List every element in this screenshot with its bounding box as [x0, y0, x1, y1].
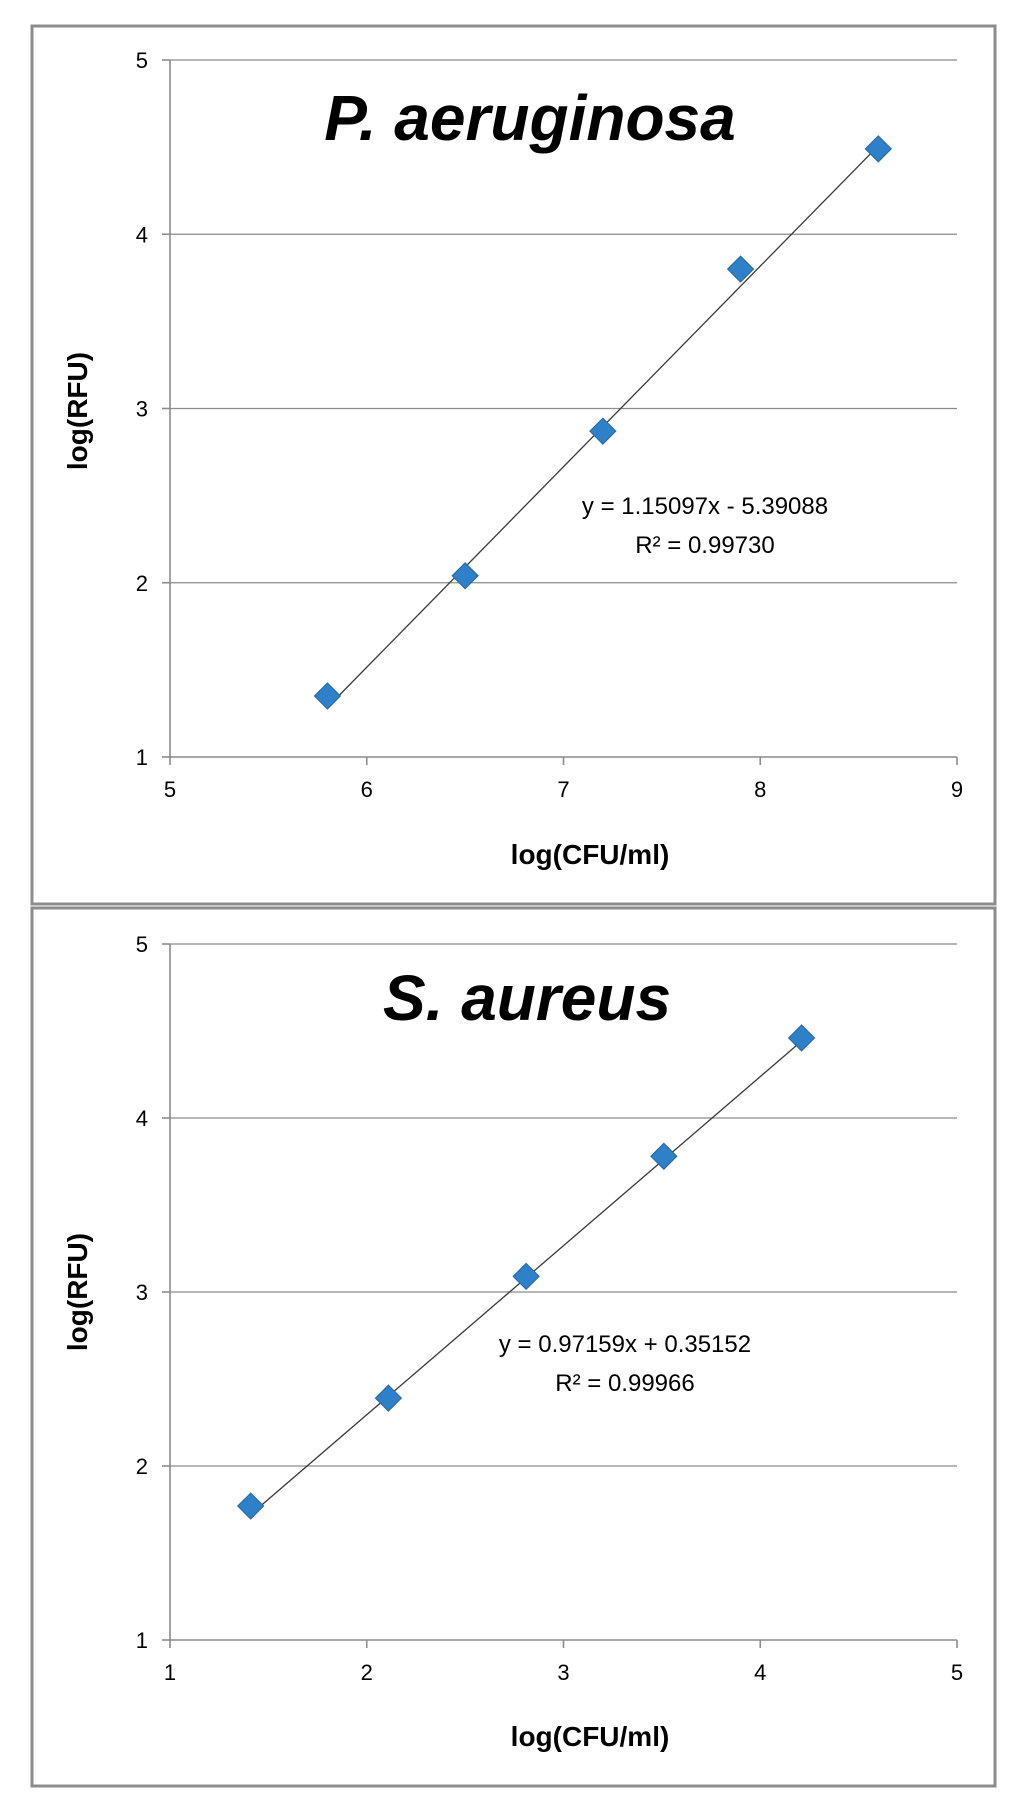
chart-panel-p-aeruginosa: P. aeruginosa log(CFU/ml) log(RFU) 1 2 3 4 5…: [30, 24, 997, 906]
axes: [162, 59, 958, 765]
x-tick-label: 9: [951, 777, 963, 802]
x-tick-label: 8: [754, 777, 766, 802]
r-squared-label: R² = 0.99966: [555, 1370, 694, 1397]
y-tick-label: 1: [136, 1628, 148, 1653]
gridlines: [170, 943, 957, 1467]
data-point: [512, 1262, 540, 1291]
x-tick-label: 3: [557, 1660, 569, 1685]
y-axis-title: log(RFU): [62, 1233, 93, 1351]
y-tick-label: 1: [136, 745, 148, 770]
chart-title: P. aeruginosa: [324, 82, 735, 154]
y-tick-label: 3: [136, 1280, 148, 1305]
y-tick-label: 2: [136, 1454, 148, 1479]
data-point: [589, 417, 617, 445]
regression-equation: y = 0.97159x + 0.35152: [499, 1331, 751, 1358]
data-points: [236, 1024, 816, 1520]
chart-frame: [30, 24, 997, 906]
x-axis-title: log(CFU/ml): [511, 839, 670, 870]
data-points: [313, 135, 893, 710]
chart-panel-s-aureus: S. aureus log(CFU/ml) log(RFU) 1 2 3 4 5 1 2 3 4…: [30, 906, 997, 1788]
data-point: [864, 135, 893, 163]
tick-labels: 1 2 3 4 5 1 2 3 4 5: [136, 932, 963, 1685]
y-tick-label: 5: [136, 48, 148, 73]
y-tick-label: 3: [136, 397, 148, 422]
x-tick-label: 5: [164, 777, 176, 802]
y-axis-title: log(RFU): [62, 352, 93, 470]
x-tick-label: 4: [754, 1660, 766, 1685]
y-tick-label: 5: [136, 932, 148, 957]
r-squared-label: R² = 0.99730: [635, 532, 774, 559]
tick-labels: 1 2 3 4 5 5 6 7 8 9: [136, 48, 963, 802]
gridlines: [170, 59, 957, 584]
x-tick-label: 2: [361, 1660, 373, 1685]
data-point: [451, 562, 479, 590]
x-tick-label: 7: [557, 777, 569, 802]
data-point: [650, 1142, 678, 1170]
y-tick-label: 4: [136, 222, 148, 247]
x-axis-title: log(CFU/ml): [511, 1721, 670, 1752]
data-point: [726, 255, 755, 283]
y-tick-label: 4: [136, 1106, 148, 1131]
regression-equation: y = 1.15097x - 5.39088: [582, 493, 828, 520]
x-tick-label: 1: [164, 1660, 176, 1685]
data-point: [374, 1384, 403, 1412]
x-tick-label: 5: [951, 1660, 963, 1685]
data-point: [787, 1024, 816, 1052]
x-tick-label: 6: [361, 777, 373, 802]
axes: [162, 943, 958, 1648]
data-point: [236, 1492, 265, 1520]
chart-title: S. aureus: [383, 962, 671, 1034]
data-point: [313, 682, 342, 710]
y-tick-label: 2: [136, 571, 148, 596]
